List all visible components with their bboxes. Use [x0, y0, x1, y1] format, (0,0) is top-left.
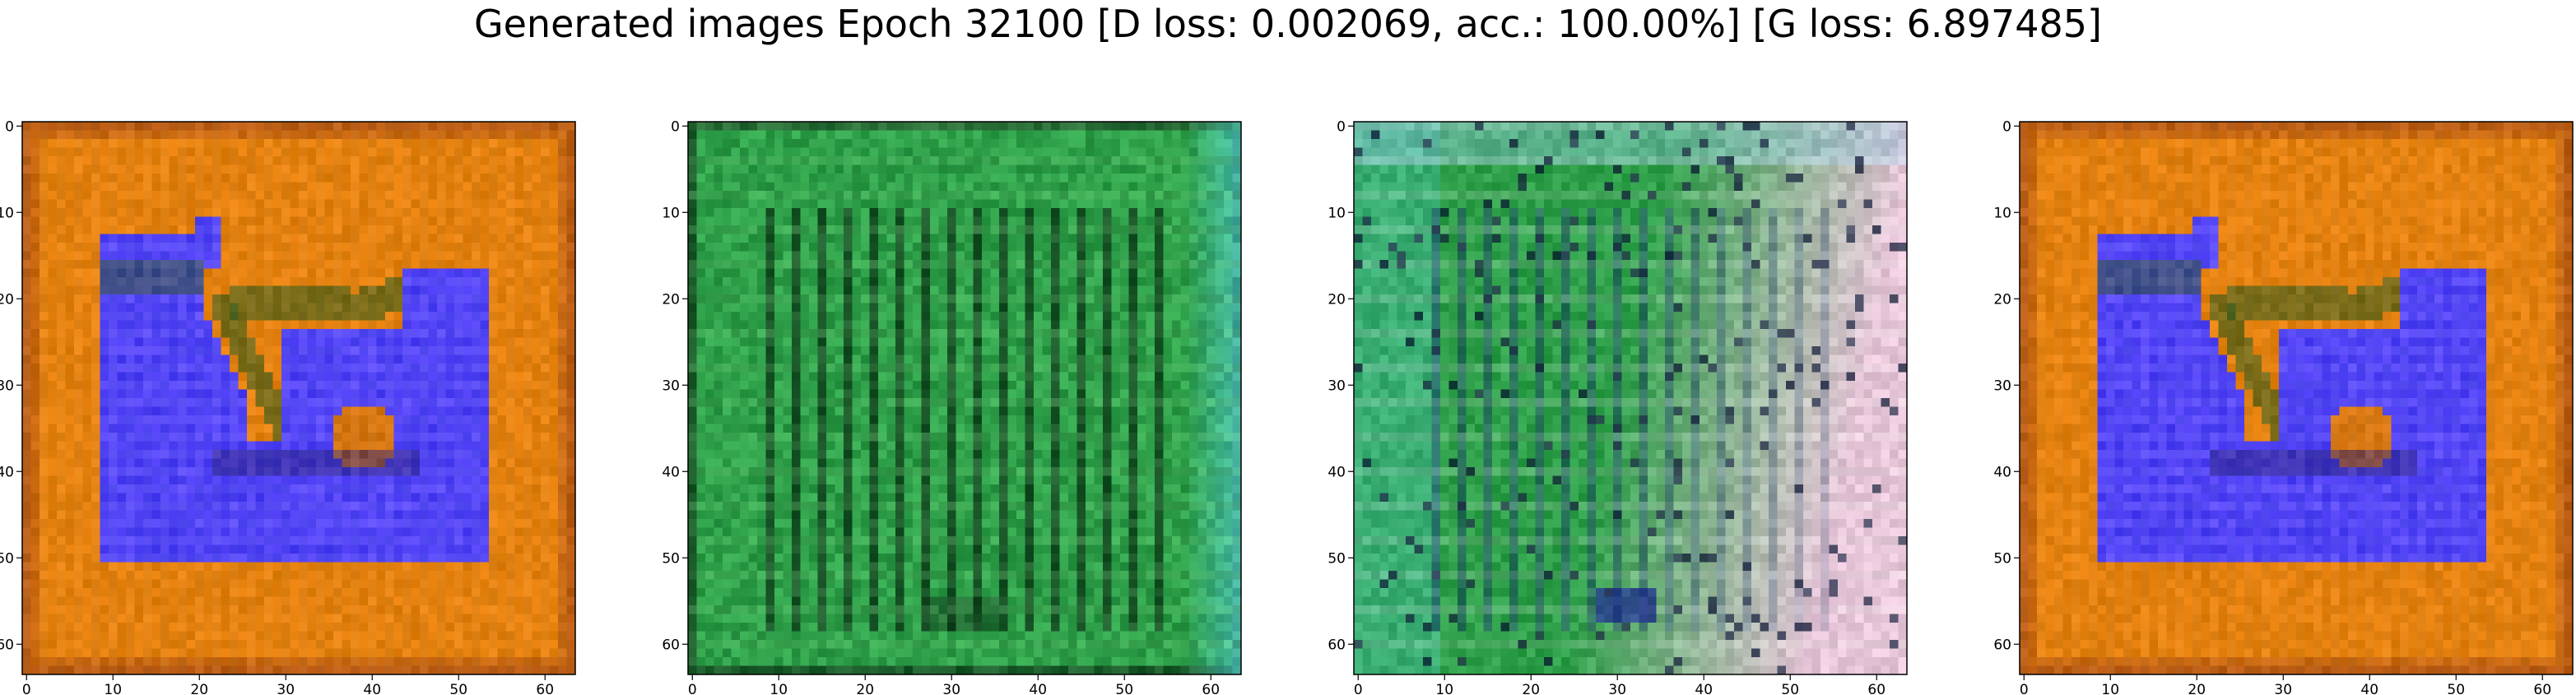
y-tick-label: 30 [0, 378, 14, 394]
x-tick-label: 60 [1202, 682, 1220, 695]
y-tick-label: 10 [1328, 205, 1346, 221]
generated-image-3: 0 10 20 30 40 50 60 0 10 20 30 40 50 60 [1328, 118, 1908, 695]
y-tick-label: 30 [1993, 378, 2011, 394]
y-tick-label: 30 [1328, 378, 1346, 394]
x-tick-label: 30 [277, 682, 295, 695]
x-tick-label: 50 [2447, 682, 2465, 695]
x-tick-label: 50 [449, 682, 467, 695]
y-tick-label: 20 [1328, 291, 1346, 308]
y-tick-label: 0 [671, 118, 680, 135]
x-tick-label: 50 [1781, 682, 1799, 695]
generated-image-2-frame [687, 121, 1242, 675]
y-tick-label: 40 [1328, 464, 1346, 480]
generated-image-4-pixels [2020, 122, 2574, 675]
y-tick-label: 10 [1993, 205, 2011, 221]
y-tick-label: 0 [2002, 118, 2011, 135]
generated-image-4: 0 10 20 30 40 50 60 0 10 20 30 40 50 60 [1993, 118, 2574, 695]
x-tick-label: 0 [22, 682, 31, 695]
y-tick-label: 60 [1993, 637, 2011, 653]
x-tick-label: 40 [2360, 682, 2378, 695]
x-tick-label: 60 [2533, 682, 2551, 695]
y-tick-label: 20 [1993, 291, 2011, 308]
x-tick-label: 0 [1354, 682, 1363, 695]
y-tick-label: 0 [1337, 118, 1346, 135]
y-tick-label: 50 [1328, 550, 1346, 567]
generated-image-4-frame [2019, 121, 2574, 675]
y-tick-label: 50 [1993, 550, 2011, 567]
x-tick-label: 50 [1115, 682, 1133, 695]
x-tick-label: 10 [104, 682, 122, 695]
y-tick-label: 30 [662, 378, 680, 394]
generated-image-3-pixels [1354, 122, 1908, 675]
x-tick-label: 60 [536, 682, 554, 695]
y-tick-label: 40 [662, 464, 680, 480]
generated-image-2: 0 10 20 30 40 50 60 0 10 20 30 40 50 60 [662, 118, 1242, 695]
x-tick-label: 60 [1867, 682, 1886, 695]
generated-image-1-frame [21, 121, 576, 675]
x-tick-label: 10 [1435, 682, 1453, 695]
x-tick-label: 20 [1522, 682, 1540, 695]
y-tick-label: 20 [0, 291, 14, 308]
figure-title: Generated images Epoch 32100 [D loss: 0.… [473, 2, 2103, 46]
y-tick-label: 50 [0, 550, 14, 567]
generated-image-1-pixels [22, 122, 576, 675]
y-tick-label: 20 [662, 291, 680, 308]
y-tick-label: 60 [662, 637, 680, 653]
y-tick-label: 40 [1993, 464, 2011, 480]
x-tick-label: 40 [1029, 682, 1047, 695]
x-tick-label: 40 [1695, 682, 1713, 695]
x-tick-label: 30 [942, 682, 960, 695]
y-tick-label: 40 [0, 464, 14, 480]
x-tick-label: 20 [2188, 682, 2206, 695]
y-tick-label: 10 [662, 205, 680, 221]
x-tick-label: 0 [688, 682, 697, 695]
generated-image-3-frame [1353, 121, 1908, 675]
y-tick-label: 50 [662, 550, 680, 567]
generated-image-1: 0 10 20 30 40 50 60 0 10 20 30 40 50 60 [0, 118, 576, 695]
y-tick-label: 0 [5, 118, 14, 135]
x-tick-label: 40 [363, 682, 381, 695]
x-tick-label: 30 [1608, 682, 1626, 695]
x-tick-label: 20 [190, 682, 208, 695]
y-tick-label: 60 [0, 637, 14, 653]
y-tick-label: 60 [1328, 637, 1346, 653]
x-tick-label: 10 [2101, 682, 2119, 695]
x-tick-label: 10 [770, 682, 788, 695]
x-tick-label: 30 [2274, 682, 2292, 695]
x-tick-label: 0 [2020, 682, 2029, 695]
x-tick-label: 20 [856, 682, 874, 695]
generated-image-2-pixels [688, 122, 1242, 675]
y-tick-label: 10 [0, 205, 14, 221]
